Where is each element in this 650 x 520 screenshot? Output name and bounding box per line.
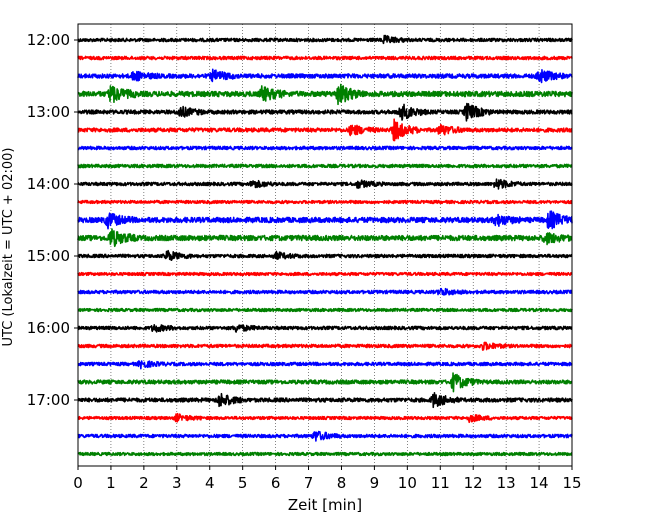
y-tick-label: 15:00: [27, 247, 70, 265]
y-tick-label: 13:00: [27, 103, 70, 121]
trace-1400: [77, 178, 573, 190]
x-tick-label: 3: [172, 474, 182, 492]
x-tick-label: 1: [106, 474, 116, 492]
x-tick-label: 5: [238, 474, 248, 492]
x-tick-label: 9: [370, 474, 380, 492]
x-tick-label: 6: [271, 474, 281, 492]
trace-1445: [77, 228, 573, 248]
x-tick-label: 4: [205, 474, 215, 492]
x-tick-label: 8: [337, 474, 347, 492]
seismic-traces: [77, 34, 573, 457]
trace-1245: [77, 83, 573, 106]
trace-1730: [77, 430, 573, 442]
y-axis-label: UTC (Lokalzeit = UTC + 02:00): [1, 148, 16, 347]
trace-1715: [77, 412, 573, 424]
trace-1345: [77, 163, 573, 169]
trace-1430: [77, 210, 573, 230]
x-axis-label: Zeit [min]: [288, 496, 362, 514]
x-tick-label: 12: [464, 474, 483, 492]
trace-1330: [77, 145, 573, 151]
x-axis-ticks: 0 1 2 3 4 5 6 7 8 9 10 11 12 13 14 15: [73, 466, 582, 492]
x-tick-label: 13: [497, 474, 516, 492]
y-axis-ticks: 12:00 13:00 14:00 15:00 16:00 17:00: [27, 31, 78, 409]
y-tick-label: 16:00: [27, 319, 70, 337]
trace-1700: [77, 392, 573, 409]
x-tick-label: 14: [530, 474, 549, 492]
trace-1615: [77, 341, 573, 351]
trace-1500: [77, 249, 573, 262]
trace-1515: [77, 271, 573, 277]
trace-1600: [77, 323, 573, 333]
x-tick-label: 10: [398, 474, 417, 492]
trace-1315: [77, 118, 573, 142]
x-tick-label: 0: [73, 474, 83, 492]
trace-1530: [77, 287, 573, 296]
trace-1415: [77, 199, 573, 205]
trace-1300: [77, 102, 573, 122]
trace-1645: [77, 372, 573, 393]
trace-1545: [77, 307, 573, 313]
trace-1630: [77, 360, 573, 370]
trace-1230: [77, 68, 573, 84]
x-tick-label: 11: [431, 474, 450, 492]
plot-frame: [77, 23, 573, 467]
x-tick-label: 2: [139, 474, 149, 492]
trace-1200: [77, 34, 573, 45]
y-tick-label: 14:00: [27, 175, 70, 193]
x-tick-label: 7: [304, 474, 314, 492]
y-tick-label: 17:00: [27, 391, 70, 409]
x-tick-label: 15: [562, 474, 581, 492]
trace-1215: [77, 55, 573, 61]
trace-1745: [77, 451, 573, 457]
y-tick-label: 12:00: [27, 31, 70, 49]
